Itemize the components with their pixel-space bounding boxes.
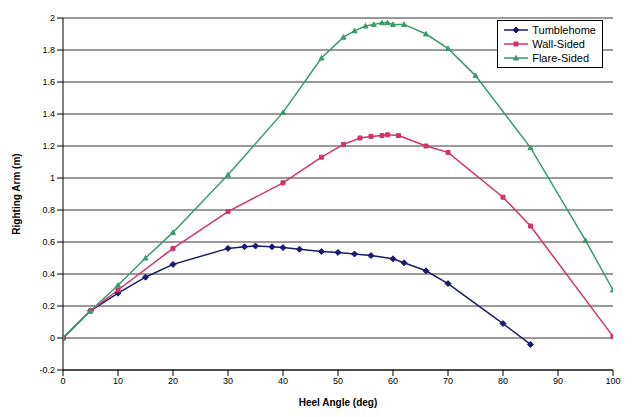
svg-text:50: 50 — [333, 376, 343, 386]
svg-text:70: 70 — [443, 376, 453, 386]
svg-text:40: 40 — [278, 376, 288, 386]
svg-text:1.6: 1.6 — [42, 77, 55, 87]
svg-text:1.4: 1.4 — [42, 109, 55, 119]
svg-text:100: 100 — [605, 376, 620, 386]
svg-text:1.8: 1.8 — [42, 45, 55, 55]
svg-text:1: 1 — [50, 173, 55, 183]
svg-text:0: 0 — [50, 333, 55, 343]
svg-text:0.8: 0.8 — [42, 205, 55, 215]
svg-text:20: 20 — [168, 376, 178, 386]
svg-text:90: 90 — [553, 376, 563, 386]
html-text:Wall-Sided: Wall-Sided — [532, 38, 585, 50]
svg-text:80: 80 — [498, 376, 508, 386]
svg-text:-0.2: -0.2 — [39, 365, 55, 375]
svg-text:Righting Arm (m): Righting Arm (m) — [11, 153, 22, 234]
html-text:Tumblehome: Tumblehome — [532, 24, 596, 36]
html-text:Flare-Sided: Flare-Sided — [532, 52, 590, 64]
svg-text:1.2: 1.2 — [42, 141, 55, 151]
svg-text:10: 10 — [113, 376, 123, 386]
svg-text:Heel Angle (deg): Heel Angle (deg) — [299, 397, 378, 408]
svg-text:60: 60 — [388, 376, 398, 386]
svg-text:0.4: 0.4 — [42, 269, 55, 279]
svg-text:0: 0 — [60, 376, 65, 386]
svg-text:0.2: 0.2 — [42, 301, 55, 311]
svg-text:30: 30 — [223, 376, 233, 386]
svg-text:0.6: 0.6 — [42, 237, 55, 247]
svg-text:2: 2 — [50, 13, 55, 23]
